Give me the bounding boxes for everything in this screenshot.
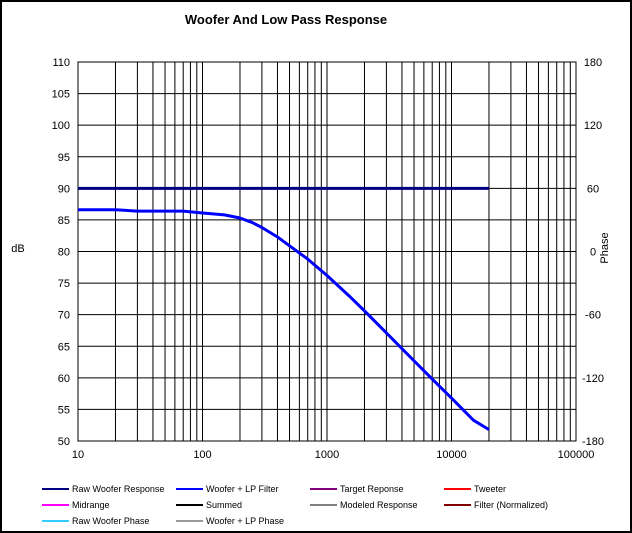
legend: Raw Woofer Response Woofer + LP Filter Tar… <box>42 484 548 526</box>
y-tick-label: 85 <box>58 215 70 227</box>
y-tick-label: 80 <box>58 247 70 259</box>
y2-tick-label: 120 <box>584 120 602 132</box>
y-tick-label: 95 <box>58 152 70 164</box>
y-tick-label: 70 <box>58 310 70 322</box>
plot-area <box>77 61 577 442</box>
y-tick-label: 75 <box>58 278 70 290</box>
x-tick-label: 1000 <box>315 449 339 461</box>
chart-title: Woofer And Low Pass Response <box>185 12 387 27</box>
legend-item-label: Midrange <box>72 500 110 510</box>
x-tick-label: 10000 <box>436 449 467 461</box>
legend-item-label: Filter (Normalized) <box>474 500 548 510</box>
grid <box>78 62 576 441</box>
y-tick-label: 50 <box>58 436 70 448</box>
y-tick-label: 90 <box>58 183 70 195</box>
legend-item-label: Raw Woofer Phase <box>72 516 149 526</box>
y2-tick-label: -60 <box>585 310 601 322</box>
series-line-2 <box>78 208 490 431</box>
x-tick-label: 100 <box>193 449 211 461</box>
series-layer <box>78 186 490 431</box>
y-tick-label: 110 <box>52 57 70 69</box>
legend-item-label: Woofer + LP Phase <box>206 516 284 526</box>
y-tick-label: 105 <box>52 89 70 101</box>
legend-item-label: Raw Woofer Response <box>72 484 164 494</box>
y-tick-label: 55 <box>58 404 70 416</box>
y2-axis-label: Phase <box>599 232 611 263</box>
y2-tick-label: 60 <box>587 183 599 195</box>
legend-item-label: Woofer + LP Filter <box>206 484 278 494</box>
legend-item-label: Summed <box>206 500 242 510</box>
legend-item-label: Tweeter <box>474 484 506 494</box>
y2-tick-label: 180 <box>584 57 602 69</box>
y2-tick-label: -180 <box>582 436 604 448</box>
y-tick-label: 100 <box>52 120 70 132</box>
legend-item-label: Modeled Response <box>340 500 418 510</box>
y-tick-label: 60 <box>58 373 70 385</box>
legend-item-label: Target Reponse <box>340 484 404 494</box>
y-axis-label: dB <box>11 243 24 255</box>
y2-tick-label: -120 <box>582 373 604 385</box>
x-tick-label: 100000 <box>558 449 595 461</box>
y-tick-label: 65 <box>58 341 70 353</box>
y2-tick-label: 0 <box>590 247 596 259</box>
x-tick-label: 10 <box>72 449 84 461</box>
tick-labels: 50556065707580859095100105110-180-120-60… <box>52 57 604 461</box>
